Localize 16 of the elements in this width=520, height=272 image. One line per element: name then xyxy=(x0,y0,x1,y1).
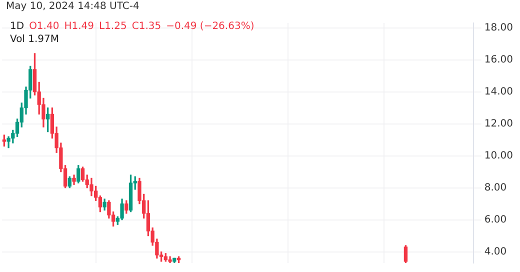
y-tick-label: 10.00 xyxy=(484,150,514,162)
annotation: Vol 1.97M xyxy=(10,34,60,45)
annotation: O1.40 xyxy=(29,21,60,32)
y-tick-label: 18.00 xyxy=(484,22,514,34)
y-tick-label: 16.00 xyxy=(484,54,514,66)
y-tick-label: 4.00 xyxy=(484,246,507,258)
chart-title: May 10, 2024 14:48 UTC-4 xyxy=(6,1,140,12)
y-tick-label: 6.00 xyxy=(484,214,507,226)
annotation: 1D xyxy=(10,21,24,32)
annotation: L1.25 xyxy=(99,21,127,32)
y-tick-label: 12.00 xyxy=(484,118,514,130)
y-tick-label: 8.00 xyxy=(484,182,507,194)
annotation: −0.49 (−26.63%) xyxy=(166,21,254,32)
annotation: C1.35 xyxy=(132,21,162,32)
y-tick-label: 14.00 xyxy=(484,86,514,98)
annotation: H1.49 xyxy=(64,21,94,32)
